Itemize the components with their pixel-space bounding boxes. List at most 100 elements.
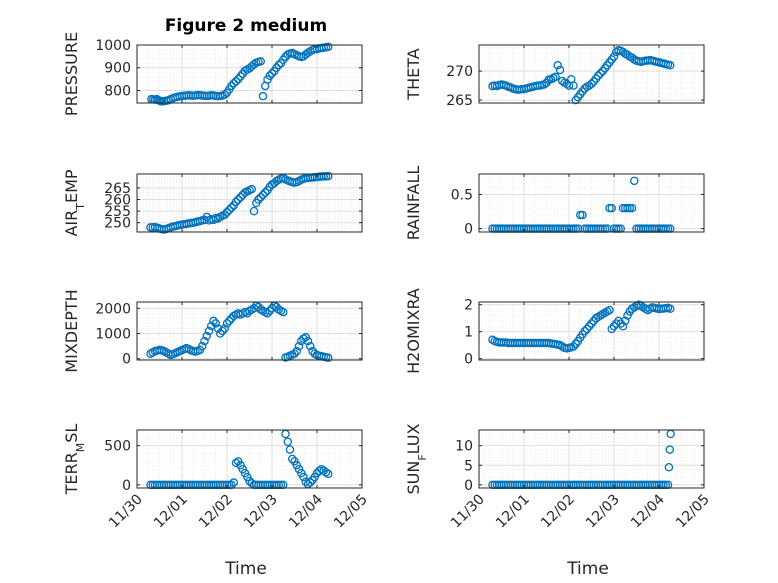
data-point <box>587 79 596 89</box>
data-point <box>578 210 587 220</box>
data-point <box>323 42 333 52</box>
data-point <box>303 336 313 346</box>
y-tick-label: 255 <box>104 204 131 220</box>
data-point <box>582 324 592 334</box>
data-point <box>283 437 292 447</box>
y-tick-label: 2000 <box>95 301 131 317</box>
data-point <box>263 309 272 318</box>
plot-border <box>478 301 705 361</box>
data-point <box>569 81 578 90</box>
subplot-rainfall: 0 0.5 RAINFALL <box>404 166 705 241</box>
data-point <box>555 65 565 75</box>
data-point <box>231 77 241 86</box>
x-axis-label-right: Time <box>566 559 609 579</box>
data-point <box>215 329 225 338</box>
data-point <box>305 341 315 351</box>
data-point <box>231 458 241 468</box>
data-point <box>258 91 268 101</box>
data-point <box>299 472 308 482</box>
y-tick-label: 0 <box>122 352 131 368</box>
data-point <box>224 205 234 215</box>
y-axis-label-3: RAINFALL <box>404 166 423 241</box>
subplot-theta: 265 270 THETA <box>404 44 705 109</box>
data-point <box>247 184 256 194</box>
data-point <box>272 63 281 72</box>
data-point <box>321 468 331 477</box>
plot-area <box>478 173 705 233</box>
data-point <box>249 60 259 69</box>
data-point <box>285 445 295 454</box>
data-point <box>222 208 232 217</box>
data-point <box>233 195 243 204</box>
data-point <box>664 462 674 472</box>
subplot-pressure: 800 900 1000 PRESSURE <box>62 32 363 116</box>
y-tick-label: 1000 <box>95 327 131 343</box>
plot-border <box>478 44 705 104</box>
data-point <box>618 322 628 331</box>
y-tick-label: 0.5 <box>451 187 473 203</box>
y-axis-label-0: PRESSURE <box>62 32 81 116</box>
data-point <box>231 197 241 207</box>
y-tick-label: 265 <box>104 181 131 197</box>
data-point <box>290 349 299 358</box>
y-tick-label: 0 <box>464 352 473 368</box>
data-point <box>666 61 675 70</box>
y-axis-label-6: TERRMSL <box>62 424 87 496</box>
data-point <box>197 341 207 351</box>
data-point <box>294 341 304 351</box>
y-axis-label-5: H2OMIXRA <box>404 288 423 374</box>
data-point <box>278 307 288 317</box>
data-point <box>623 311 632 320</box>
data-point <box>220 90 229 99</box>
data-point <box>287 454 297 464</box>
y-tick-label: 250 <box>104 216 131 232</box>
data-point <box>630 176 639 186</box>
data-point <box>265 306 274 316</box>
data-point <box>213 214 223 223</box>
plot-border <box>136 173 363 233</box>
y-tick-label: 900 <box>104 61 131 77</box>
y-tick-label: 0 <box>464 222 473 238</box>
data-point <box>220 324 229 333</box>
y-tick-label: 1000 <box>95 38 131 54</box>
data-point <box>220 210 229 219</box>
data-point <box>218 326 227 336</box>
plot-border <box>136 301 363 361</box>
data-point <box>665 445 675 454</box>
data-point <box>209 316 218 326</box>
data-point <box>540 80 549 89</box>
data-point <box>227 81 236 91</box>
y-axis-label-4: MIXDEPTH <box>62 289 81 372</box>
data-point <box>553 61 563 70</box>
data-point <box>607 203 617 213</box>
data-point <box>209 215 218 225</box>
data-point <box>305 478 315 487</box>
y-tick-label: 0 <box>122 478 131 494</box>
y-tick-label: 2 <box>464 298 473 314</box>
data-point <box>200 336 209 346</box>
data-point <box>204 326 214 336</box>
data-point <box>569 342 578 351</box>
y-tick-label: 5 <box>464 458 473 474</box>
data-point <box>596 69 605 78</box>
y-tick-label: 500 <box>104 439 131 455</box>
plot-border <box>136 44 363 104</box>
data-point <box>666 304 675 313</box>
data-point <box>616 319 626 328</box>
y-tick-label: 10 <box>455 439 473 455</box>
data-point <box>609 52 619 61</box>
data-point <box>323 469 333 479</box>
data-point <box>551 72 560 82</box>
data-point <box>323 353 333 362</box>
data-point <box>585 322 594 331</box>
y-tick-label: 265 <box>446 93 473 109</box>
data-point <box>265 71 274 80</box>
y-tick-label: 800 <box>104 83 131 99</box>
data-point <box>580 326 590 336</box>
data-point <box>292 346 301 356</box>
data-point <box>256 57 265 66</box>
data-point <box>254 195 263 204</box>
plot-border <box>478 429 705 489</box>
